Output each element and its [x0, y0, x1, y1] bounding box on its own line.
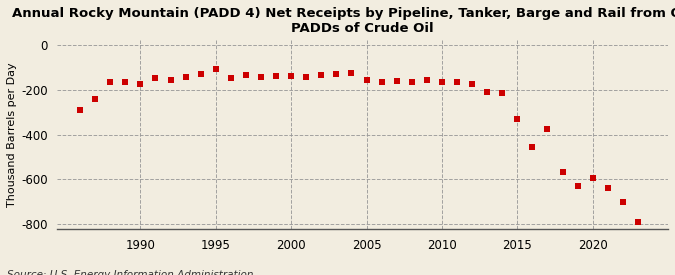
Point	[361, 77, 372, 82]
Point	[316, 73, 327, 77]
Point	[632, 220, 643, 224]
Point	[195, 72, 206, 76]
Point	[180, 75, 191, 79]
Point	[165, 77, 176, 82]
Point	[120, 79, 131, 84]
Point	[602, 186, 613, 191]
Text: Source: U.S. Energy Information Administration: Source: U.S. Energy Information Administ…	[7, 271, 253, 275]
Point	[572, 184, 583, 188]
Point	[211, 67, 221, 72]
Point	[150, 76, 161, 81]
Y-axis label: Thousand Barrels per Day: Thousand Barrels per Day	[7, 62, 17, 207]
Point	[301, 75, 312, 79]
Point	[240, 73, 251, 77]
Point	[392, 78, 402, 83]
Point	[421, 77, 432, 82]
Point	[527, 145, 538, 149]
Point	[542, 127, 553, 131]
Point	[497, 91, 508, 95]
Point	[286, 74, 296, 78]
Point	[331, 72, 342, 76]
Point	[466, 82, 477, 86]
Point	[135, 82, 146, 86]
Point	[376, 79, 387, 84]
Point	[406, 79, 417, 84]
Point	[346, 71, 357, 75]
Point	[618, 200, 628, 204]
Point	[482, 90, 493, 94]
Title: Annual Rocky Mountain (PADD 4) Net Receipts by Pipeline, Tanker, Barge and Rail : Annual Rocky Mountain (PADD 4) Net Recei…	[12, 7, 675, 35]
Point	[512, 117, 522, 121]
Point	[90, 97, 101, 101]
Point	[271, 74, 281, 78]
Point	[256, 75, 267, 79]
Point	[587, 176, 598, 180]
Point	[105, 79, 115, 84]
Point	[557, 169, 568, 174]
Point	[452, 79, 462, 84]
Point	[75, 108, 86, 112]
Point	[437, 79, 448, 84]
Point	[225, 76, 236, 81]
